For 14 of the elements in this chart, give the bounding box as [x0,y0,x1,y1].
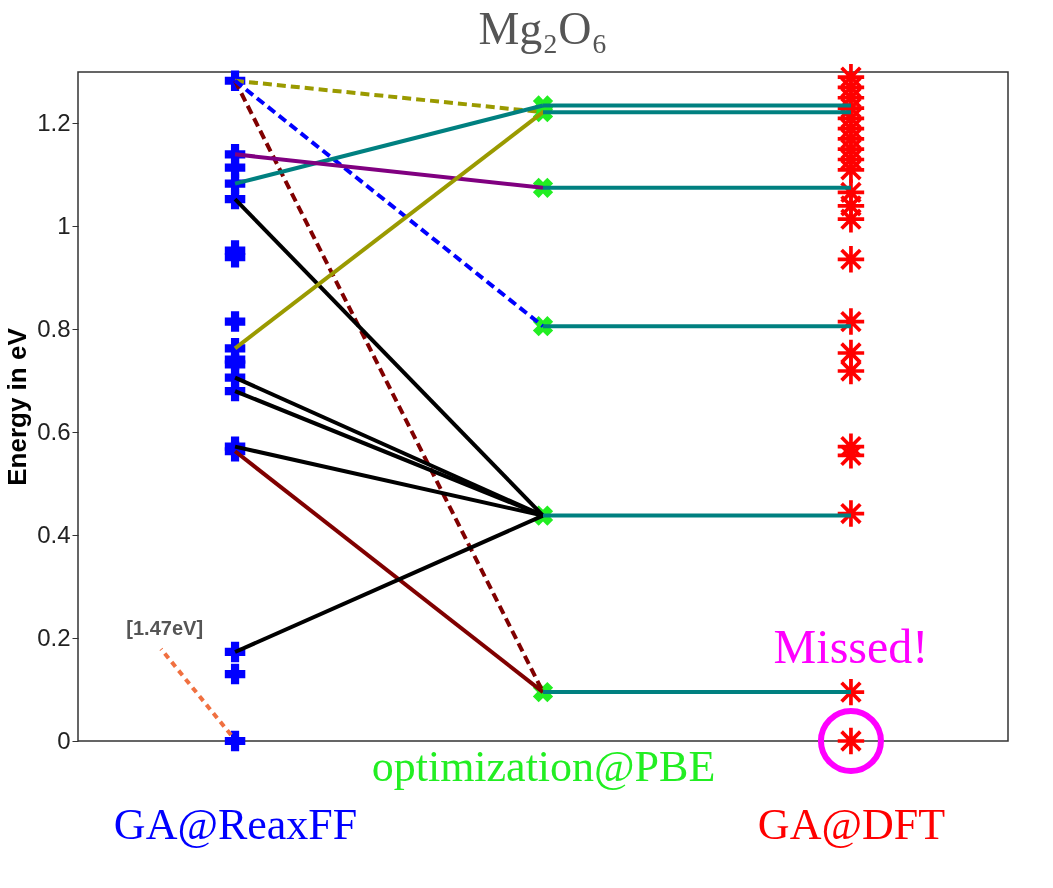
y-tick-label: 0.8 [37,314,71,342]
chart-title: Mg₂O₆ [478,2,608,54]
y-tick-label: 1.2 [37,108,71,136]
y-tick-label: 1 [57,211,71,239]
annotation: [1.47eV] [126,617,204,639]
annotation: Missed! [773,620,929,673]
y-tick-label: 0 [57,726,71,754]
x-tick-label: GA@ReaxFF [113,799,358,849]
y-tick-label: 0.6 [37,417,71,445]
y-tick-label: 0.4 [37,520,71,548]
y-axis-title: Energy in eV [2,327,33,486]
x-tick-label: optimization@PBE [371,741,716,791]
y-tick-label: 0.2 [37,623,71,651]
x-tick-label: GA@DFT [757,799,946,849]
